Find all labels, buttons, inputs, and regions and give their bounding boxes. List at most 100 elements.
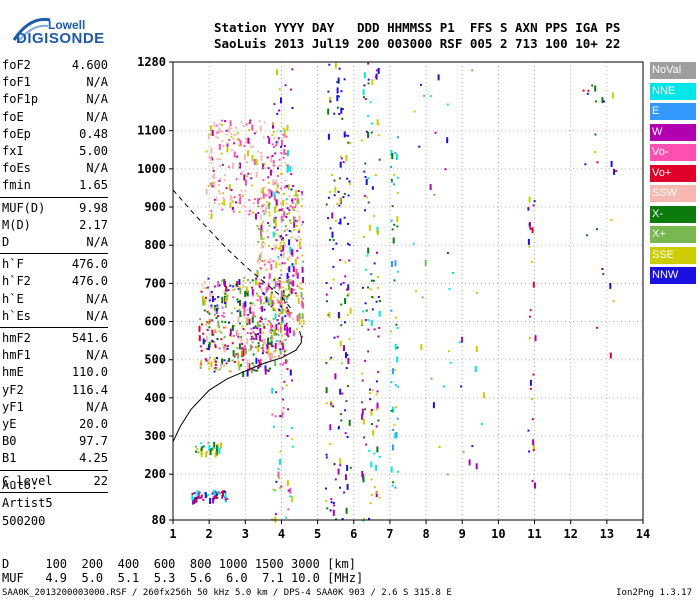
echo-point: [276, 190, 279, 193]
echo-point: [333, 112, 336, 115]
echo-point: [368, 517, 371, 520]
echo-point: [340, 107, 343, 114]
echo-point: [272, 308, 275, 311]
echo-point: [300, 224, 303, 226]
echo-point: [238, 194, 241, 197]
echo-point: [586, 234, 589, 237]
param-value: N/A: [86, 291, 108, 306]
echo-point: [291, 263, 294, 266]
echo-point: [260, 197, 262, 200]
echo-point: [216, 357, 218, 359]
echo-point: [278, 234, 281, 237]
echo-point: [195, 450, 197, 453]
echo-point: [213, 313, 216, 316]
echo-point: [374, 75, 377, 78]
echo-point: [337, 190, 340, 193]
echo-point: [224, 120, 227, 123]
echo-point: [282, 343, 285, 350]
echo-point: [337, 77, 340, 84]
echo-point: [338, 113, 341, 115]
echo-point: [246, 332, 249, 334]
echo-point: [280, 300, 283, 302]
echo-point: [393, 183, 396, 186]
param-value: 476.0: [71, 257, 108, 272]
echo-point: [272, 122, 274, 129]
legend-item: Vo+: [650, 164, 696, 182]
x-tick-label: 14: [636, 527, 650, 541]
echo-point: [209, 291, 212, 298]
echo-point: [265, 268, 268, 271]
param-name: foE: [2, 109, 24, 124]
echo-point: [370, 461, 373, 468]
echo-point: [287, 408, 290, 411]
echo-point: [269, 367, 272, 370]
echo-point: [214, 364, 217, 366]
echo-point: [329, 509, 332, 512]
param-name: C-level: [2, 473, 53, 488]
echo-point: [280, 97, 282, 104]
echo-point: [347, 242, 349, 245]
echo-point: [224, 280, 226, 287]
echo-point: [283, 354, 286, 357]
echo-point: [200, 496, 203, 499]
echo-point: [292, 280, 295, 287]
echo-point: [288, 255, 291, 258]
echo-point: [210, 448, 213, 451]
echo-point: [255, 213, 257, 220]
echo-point: [261, 352, 264, 355]
echo-point: [391, 205, 394, 208]
echo-point: [335, 242, 338, 245]
echo-point: [200, 447, 203, 454]
echo-point: [267, 298, 270, 305]
echo-point: [218, 447, 221, 454]
echo-point: [373, 328, 376, 331]
echo-point: [594, 85, 597, 92]
echo-point: [216, 158, 219, 160]
echo-point: [260, 155, 263, 161]
echo-point: [206, 450, 209, 453]
echo-point: [287, 335, 290, 338]
param-value: N/A: [86, 92, 108, 107]
echo-point: [237, 335, 240, 338]
echo-point: [286, 272, 289, 279]
echo-point: [199, 442, 202, 445]
echo-point: [334, 62, 337, 69]
echo-point: [257, 272, 260, 274]
echo-point: [206, 286, 209, 289]
echo-point: [367, 82, 370, 85]
echo-point: [367, 114, 370, 117]
echo-point: [260, 229, 262, 232]
echo-point: [270, 156, 273, 163]
echo-point: [328, 311, 331, 318]
echo-point: [225, 187, 228, 190]
echo-point: [288, 230, 291, 232]
echo-point: [471, 445, 474, 448]
echo-point: [215, 135, 218, 138]
echo-point: [390, 309, 393, 312]
echo-point: [283, 129, 286, 135]
echo-point: [220, 124, 223, 126]
echo-point: [267, 261, 270, 264]
echo-point: [208, 362, 211, 365]
echo-point: [375, 393, 378, 396]
echo-point: [259, 317, 262, 320]
echo-point: [586, 92, 589, 95]
echo-point: [205, 150, 208, 153]
echo-point: [527, 429, 530, 432]
echo-point: [261, 260, 264, 262]
echo-point: [251, 184, 254, 187]
echo-point: [340, 303, 343, 306]
echo-point: [251, 294, 254, 297]
echo-point: [369, 388, 371, 391]
echo-point: [259, 335, 262, 342]
param-row: h`F 476.0: [2, 257, 108, 273]
echo-point: [218, 368, 221, 371]
echo-point: [284, 294, 287, 297]
echo-point: [528, 245, 531, 248]
echo-point: [375, 491, 378, 498]
echo-point: [263, 338, 266, 345]
x-tick-label: 1: [169, 527, 176, 541]
echo-point: [396, 191, 399, 194]
echo-point: [272, 337, 275, 340]
echo-point: [347, 134, 350, 137]
